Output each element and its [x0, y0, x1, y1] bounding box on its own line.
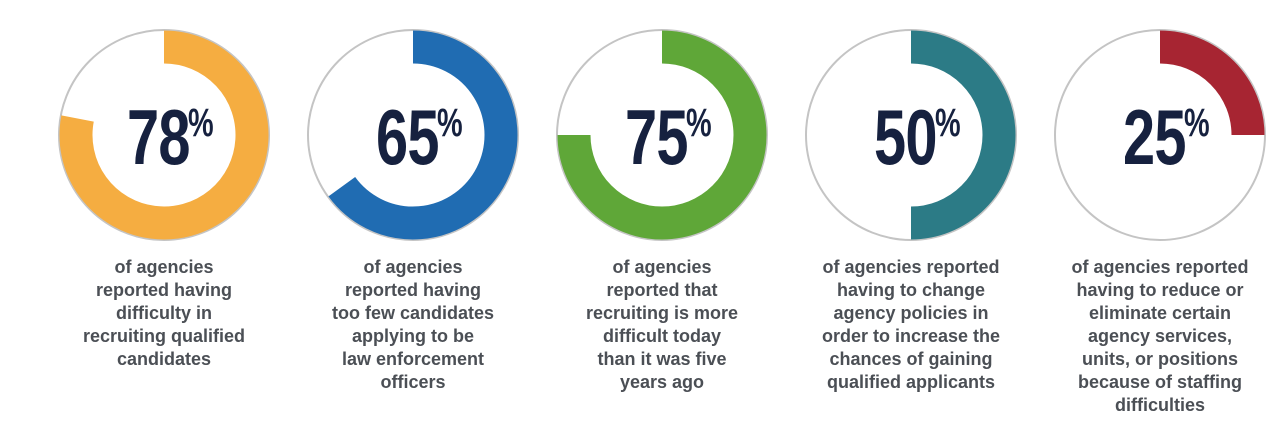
stat-description: of agencies reported having too few cand…	[331, 257, 495, 392]
stat-value: 25%	[1035, 92, 1279, 182]
stat-description: of agencies reported that recruiting is …	[585, 257, 739, 392]
donut-arc	[557, 30, 767, 240]
stat-number: 75	[624, 93, 688, 181]
stat-value: 78%	[39, 92, 289, 182]
stat-panel: 78% of agencies reported having difficult…	[39, 0, 289, 437]
stat-value: 75%	[537, 92, 787, 182]
donut-chart	[805, 29, 1017, 241]
percent-sign: %	[685, 101, 712, 145]
donut-track	[556, 29, 768, 241]
donut-arc	[1159, 30, 1265, 136]
donut-chart	[307, 29, 519, 241]
donut-chart	[1054, 29, 1266, 241]
percent-sign: %	[934, 101, 961, 145]
donut-track	[805, 29, 1017, 241]
stat-number: 78	[126, 93, 190, 181]
stat-panel: 65% of agencies reported having too few c…	[288, 0, 538, 437]
stat-panel: 75% of agencies reported that recruiting …	[537, 0, 787, 437]
stat-number: 25	[1122, 93, 1186, 181]
percent-sign: %	[187, 101, 214, 145]
donut-chart	[556, 29, 768, 241]
donut-chart	[58, 29, 270, 241]
percent-sign: %	[1183, 101, 1210, 145]
donut-track	[307, 29, 519, 241]
stat-value: 65%	[288, 92, 538, 182]
stat-description: of agencies reported having difficulty i…	[82, 257, 246, 369]
stat-panel: 25% of agencies reported having to reduce…	[1035, 0, 1279, 437]
donut-arc	[910, 30, 1016, 240]
donut-track	[1054, 29, 1266, 241]
donut-arc	[59, 30, 269, 240]
stat-value: 50%	[786, 92, 1036, 182]
stat-description: of agencies reported having to reduce or…	[1071, 257, 1249, 415]
percent-sign: %	[436, 101, 463, 145]
stat-description: of agencies reported having to change ag…	[821, 257, 1001, 392]
stat-number: 50	[873, 93, 937, 181]
stat-number: 65	[375, 93, 439, 181]
donut-track	[58, 29, 270, 241]
stat-panel: 50% of agencies reported having to change…	[786, 0, 1036, 437]
donut-arc	[328, 30, 518, 240]
